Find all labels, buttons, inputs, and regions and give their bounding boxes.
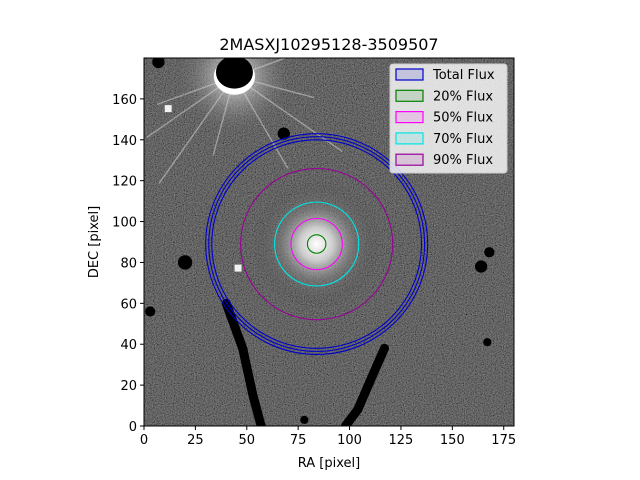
field-star bbox=[164, 105, 172, 113]
y-tick-label: 80 bbox=[120, 256, 137, 271]
x-tick-label: 50 bbox=[239, 433, 256, 448]
aperture-ring bbox=[205, 133, 429, 355]
legend-label: 20% Flux bbox=[433, 89, 493, 104]
y-axis-label: DEC [pixel] bbox=[87, 206, 102, 278]
x-axis-label: RA [pixel] bbox=[298, 456, 360, 471]
x-axis: 0 25 50 75 100 125 150 175 bbox=[140, 426, 516, 448]
galaxy-glow bbox=[250, 178, 383, 310]
x-tick-label: 75 bbox=[290, 433, 307, 448]
y-tick-label: 100 bbox=[112, 216, 137, 231]
legend-label: 90% Flux bbox=[433, 153, 493, 168]
aperture-ring bbox=[273, 201, 360, 287]
legend-label: 50% Flux bbox=[433, 111, 493, 126]
plot-frame bbox=[143, 57, 515, 427]
masked-region bbox=[300, 415, 309, 424]
x-tick-label: 100 bbox=[337, 433, 362, 448]
aperture-ring bbox=[240, 167, 394, 321]
aperture-ring bbox=[211, 139, 423, 349]
masked-region bbox=[152, 58, 165, 69]
aperture-ring bbox=[290, 217, 343, 271]
y-tick-label: 140 bbox=[112, 134, 137, 149]
masked-region bbox=[484, 247, 495, 258]
legend-swatch bbox=[395, 89, 424, 102]
diffraction-spike bbox=[234, 75, 343, 153]
legend-swatch bbox=[395, 153, 424, 166]
field-star bbox=[234, 264, 242, 272]
legend-swatch bbox=[395, 68, 424, 81]
masked-region bbox=[483, 338, 492, 347]
y-tick-label: 60 bbox=[120, 297, 137, 312]
y-tick-label: 160 bbox=[112, 93, 137, 108]
legend-label: Total Flux bbox=[432, 68, 495, 83]
x-tick-label: 0 bbox=[140, 433, 148, 448]
masked-region bbox=[177, 255, 193, 270]
x-tick-label: 150 bbox=[440, 433, 465, 448]
aperture-rings bbox=[205, 133, 429, 355]
y-tick-label: 20 bbox=[120, 379, 137, 394]
legend-swatch bbox=[395, 110, 424, 124]
legend: Total Flux 20% Flux 50% Flux 70% Flux 90% Fl… bbox=[389, 63, 508, 174]
masked-region bbox=[145, 306, 156, 317]
y-tick-label: 120 bbox=[112, 175, 137, 190]
legend-swatch bbox=[395, 132, 424, 145]
y-axis: 0 20 40 60 80 100 120 140 160 bbox=[112, 93, 144, 435]
aperture-ring bbox=[306, 234, 327, 254]
y-tick-label: 0 bbox=[129, 420, 137, 435]
y-tick-label: 40 bbox=[120, 338, 137, 353]
masked-region bbox=[277, 127, 290, 140]
aperture-ring bbox=[208, 136, 426, 352]
diffraction-spike bbox=[158, 75, 236, 184]
masked-streak bbox=[340, 343, 389, 426]
x-tick-label: 125 bbox=[389, 433, 414, 448]
legend-box bbox=[389, 63, 508, 174]
star-halo bbox=[172, 58, 297, 138]
legend-label: 70% Flux bbox=[433, 132, 493, 147]
x-tick-label: 25 bbox=[187, 433, 204, 448]
masked-streak bbox=[221, 298, 266, 426]
chart-title: 2MASXJ10295128-3509507 bbox=[219, 35, 438, 54]
x-tick-label: 175 bbox=[491, 433, 516, 448]
saturated-core bbox=[215, 58, 253, 89]
masked-region bbox=[474, 260, 488, 273]
